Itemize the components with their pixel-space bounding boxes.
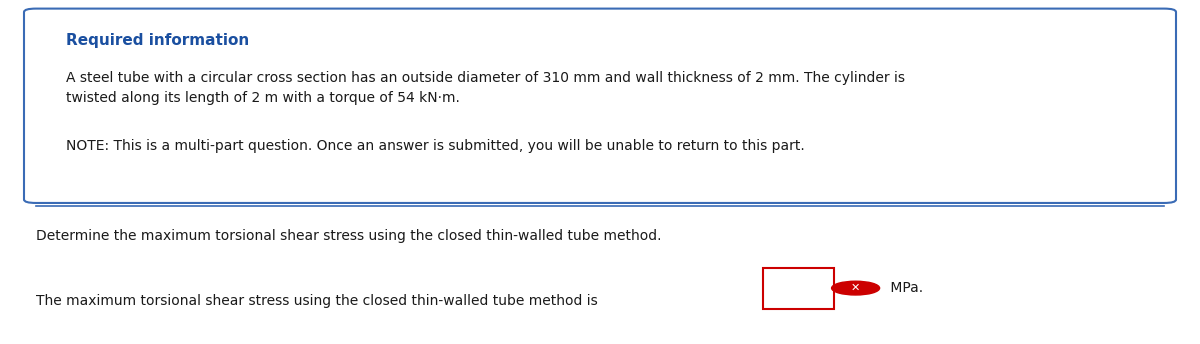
Text: Required information: Required information	[66, 33, 250, 48]
FancyBboxPatch shape	[763, 268, 834, 309]
Text: NOTE: This is a multi-part question. Once an answer is submitted, you will be un: NOTE: This is a multi-part question. Onc…	[66, 139, 805, 153]
Circle shape	[832, 281, 880, 295]
Text: ✕: ✕	[851, 283, 860, 293]
FancyBboxPatch shape	[24, 9, 1176, 203]
Text: The maximum torsional shear stress using the closed thin-walled tube method is: The maximum torsional shear stress using…	[36, 294, 598, 308]
Text: A steel tube with a circular cross section has an outside diameter of 310 mm and: A steel tube with a circular cross secti…	[66, 71, 905, 105]
Text: Determine the maximum torsional shear stress using the closed thin-walled tube m: Determine the maximum torsional shear st…	[36, 229, 661, 243]
Text: MPa.: MPa.	[886, 281, 923, 295]
